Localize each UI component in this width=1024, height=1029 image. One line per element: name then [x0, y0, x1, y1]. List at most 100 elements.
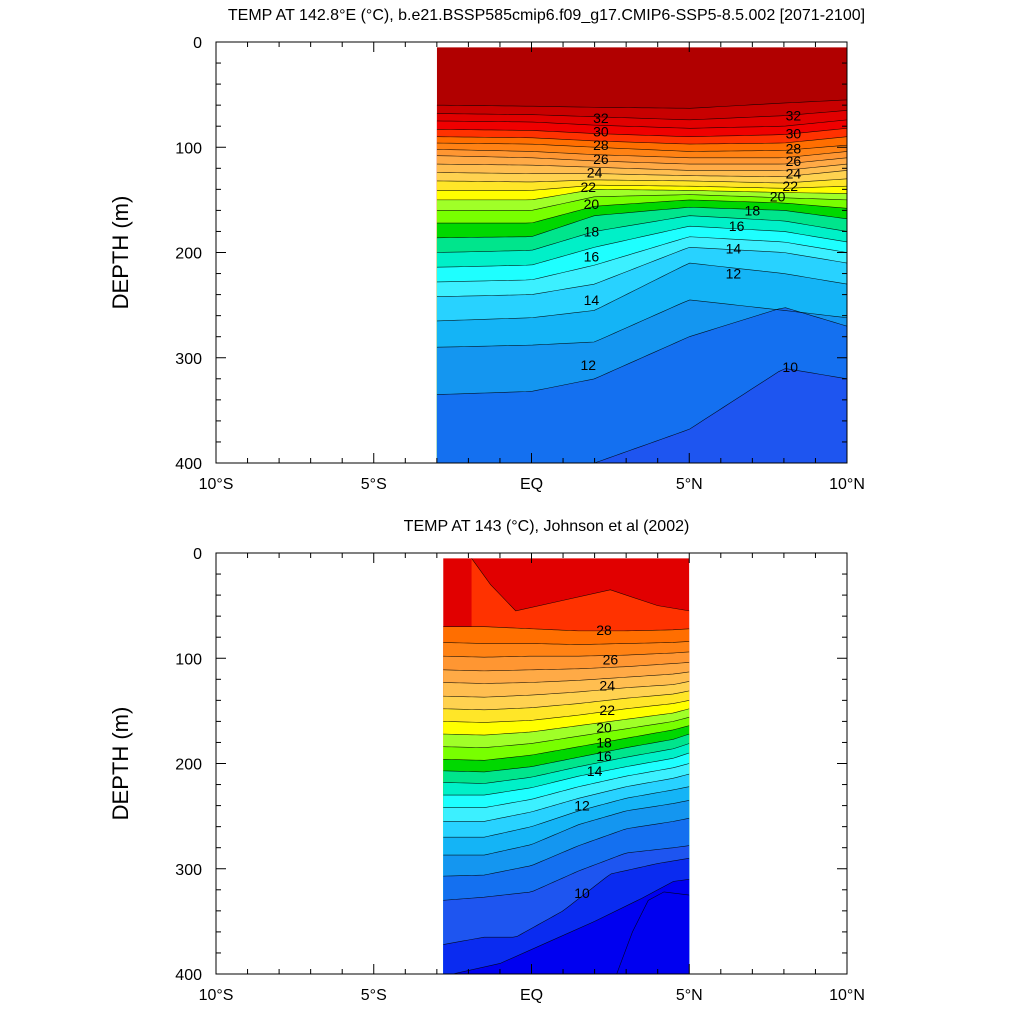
- contour-label-18: 18: [596, 734, 612, 750]
- contour-label-24: 24: [786, 166, 802, 182]
- contour-label-10: 10: [782, 359, 798, 375]
- panel-1-band-10: [594, 368, 847, 463]
- panel-1-isotherm-13: [436, 262, 847, 322]
- panel-1-isotherm-32: [436, 110, 847, 121]
- panel-2-title: TEMP AT 143 (°C), Johnson et al (2002): [404, 518, 690, 535]
- x-tick-label-5°N: 5°N: [676, 476, 703, 493]
- x-tick-label-5°S: 5°S: [361, 987, 387, 1004]
- panel-2-isotherm-14: [443, 773, 690, 822]
- x-tick-label-10°S: 10°S: [199, 987, 234, 1004]
- panel-2-ylabel: DEPTH (m): [108, 707, 133, 821]
- contour-label-14: 14: [726, 240, 742, 256]
- panel-2-isotherm-19: [443, 725, 690, 761]
- contour-label-10: 10: [574, 885, 590, 901]
- panel-2-isotherm-23: [443, 690, 690, 711]
- contour-label-26: 26: [593, 151, 609, 167]
- panel-2-isotherm-10: [443, 845, 690, 901]
- contour-label-24: 24: [587, 165, 603, 181]
- x-tick-label-5°N: 5°N: [676, 987, 703, 1004]
- contour-label-16: 16: [584, 249, 600, 265]
- panel-2-isotherm-24: [443, 681, 690, 698]
- panel-2-isotherm-12: [443, 800, 690, 856]
- panel-1-isotherm-12: [436, 299, 847, 348]
- panel-2-isotherm-17: [443, 743, 690, 784]
- contour-label-20: 20: [770, 189, 786, 205]
- y-tick-label-400: 400: [175, 967, 202, 984]
- panel-1-isotherm-26: [436, 155, 847, 165]
- x-tick-label-10°N: 10°N: [829, 987, 865, 1004]
- panel-1-isotherm-20: [436, 194, 847, 211]
- panel-1-title: TEMP AT 142.8°E (°C), b.e21.BSSP585cmip6…: [228, 7, 865, 24]
- x-tick-label-10°N: 10°N: [829, 476, 865, 493]
- contour-label-32: 32: [593, 110, 609, 126]
- panel-2-isotherm-11: [443, 817, 690, 877]
- contour-label-26: 26: [786, 153, 802, 169]
- y-tick-label-0: 0: [193, 546, 202, 563]
- contour-label-14: 14: [584, 292, 600, 308]
- contour-label-12: 12: [726, 266, 742, 282]
- panel-2-band-7: [616, 891, 690, 974]
- contour-label-30: 30: [786, 126, 802, 142]
- contour-label-22: 22: [782, 178, 798, 194]
- contour-label-18: 18: [584, 223, 600, 239]
- contour-label-28: 28: [786, 140, 802, 156]
- panel-2-isotherm-16: [443, 752, 690, 796]
- panel-1-isotherm-33: [436, 99, 847, 109]
- panel-2-isotherm-15: [443, 763, 690, 809]
- contour-label-28: 28: [593, 137, 609, 153]
- panel-2-isotherm-28: [443, 641, 690, 645]
- contour-label-22: 22: [599, 702, 615, 718]
- panel-1-isotherm-31: [436, 119, 847, 129]
- panel-2-isotherm-8: [452, 878, 690, 974]
- panel-1: 3230282624222018161412323028262422201816…: [108, 7, 865, 493]
- contour-label-24: 24: [599, 678, 615, 694]
- contour-label-16: 16: [729, 218, 745, 234]
- contour-label-32: 32: [786, 108, 802, 124]
- panel-1-isotherm-25: [436, 163, 847, 171]
- panel-2-isotherm-25: [443, 671, 690, 684]
- contour-label-22: 22: [581, 179, 597, 195]
- panel-2-isotherm-20: [443, 716, 690, 749]
- panel-1-isotherm-17: [436, 215, 847, 253]
- x-tick-label-EQ: EQ: [520, 987, 543, 1004]
- contour-label-14: 14: [587, 763, 603, 779]
- y-tick-label-300: 300: [175, 351, 202, 368]
- panel-2-isotherm-30: [471, 558, 690, 612]
- y-tick-label-0: 0: [193, 35, 202, 52]
- panel-2-isotherm-21: [443, 708, 690, 736]
- panel-2-isotherm-18: [443, 733, 690, 773]
- panel-1-isotherm-14: [436, 246, 847, 298]
- panel-1-isotherm-21: [436, 189, 847, 201]
- panel-1-isotherm-24: [436, 170, 847, 177]
- panel-1-isotherm-18: [436, 206, 847, 239]
- panel-2-isotherm-13: [443, 786, 690, 838]
- y-tick-label-200: 200: [175, 246, 202, 263]
- panel-2-isotherm-9: [443, 857, 690, 945]
- panel-1-isotherm-27: [436, 149, 847, 159]
- panel-1-isotherm-29: [436, 136, 847, 145]
- panel-1-isotherm-10: [436, 368, 847, 463]
- contour-label-26: 26: [603, 651, 619, 667]
- panel-2-isotherm-26: [443, 662, 690, 672]
- panel-1-isotherm-19: [436, 199, 847, 224]
- panel-1-ylabel: DEPTH (m): [108, 196, 133, 310]
- contour-label-28: 28: [596, 622, 612, 638]
- contour-label-16: 16: [596, 748, 612, 764]
- contour-label-20: 20: [584, 196, 600, 212]
- panel-1-data: 3230282624222018161412323028262422201816…: [436, 47, 847, 463]
- panel-1-isotherm-16: [436, 225, 847, 268]
- contour-label-30: 30: [593, 123, 609, 139]
- contour-label-18: 18: [745, 202, 761, 218]
- y-tick-label-100: 100: [175, 651, 202, 668]
- panel-2-isotherm-22: [443, 700, 690, 723]
- panel-1-isotherm-28: [436, 142, 847, 152]
- panel-1-isotherm-11: [436, 307, 847, 395]
- x-tick-label-10°S: 10°S: [199, 476, 234, 493]
- y-tick-label-400: 400: [175, 456, 202, 473]
- y-tick-label-100: 100: [175, 140, 202, 157]
- contour-label-12: 12: [574, 798, 590, 814]
